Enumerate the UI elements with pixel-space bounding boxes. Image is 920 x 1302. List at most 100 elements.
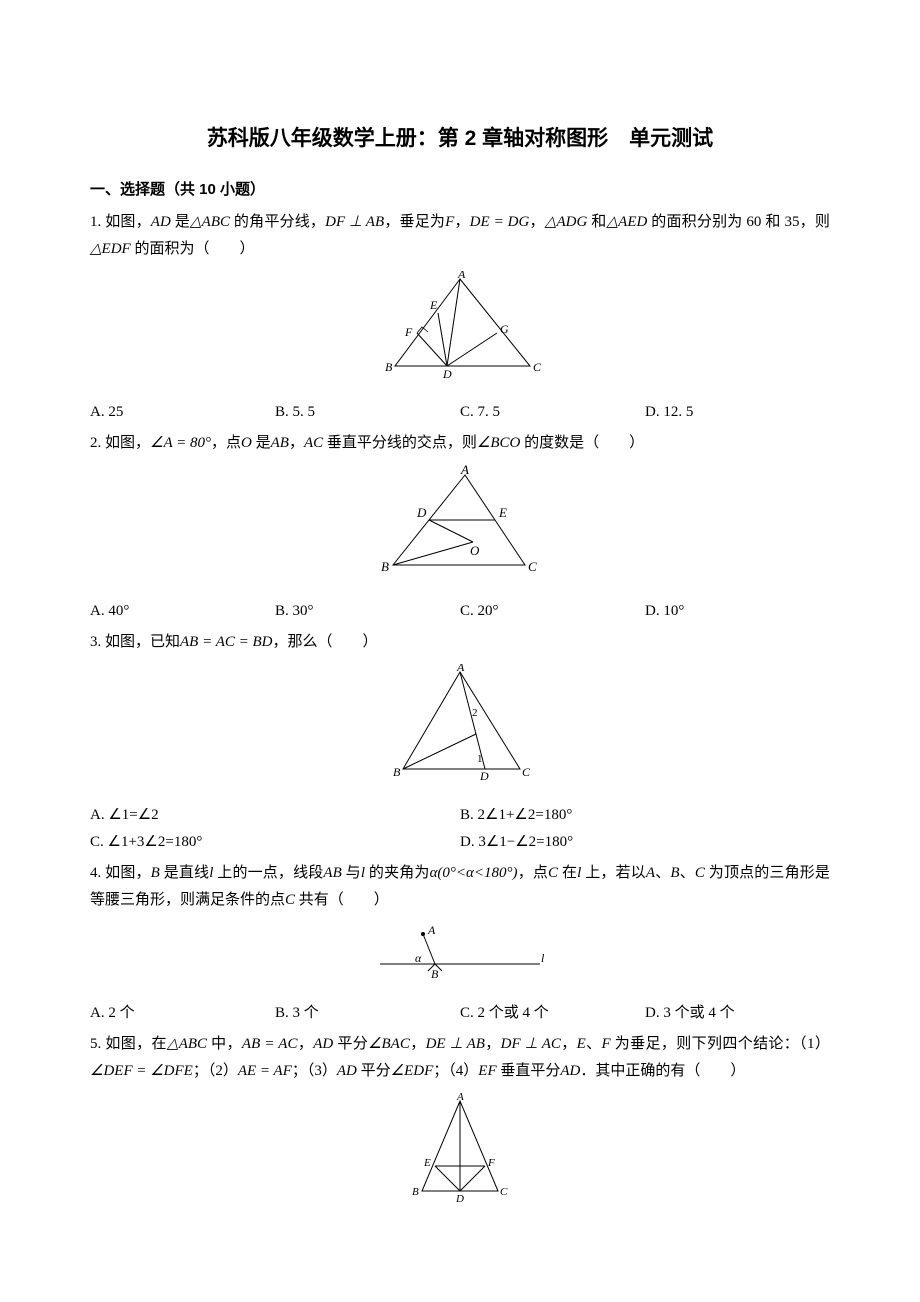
q2-lblE: E xyxy=(498,505,507,520)
q5-p14: 垂直平分 xyxy=(497,1063,561,1079)
q5-p9: 为垂足，则下列四个结论：（1） xyxy=(611,1036,830,1052)
q1-svg: A B C D E F G xyxy=(375,271,545,381)
q1-lblF: F xyxy=(404,325,413,339)
q1-p6: ， xyxy=(529,214,544,230)
question-1-text: 1. 如图，AD 是△ABC 的角平分线，DF ⊥ AB，垂足为F，DE = D… xyxy=(90,209,830,263)
q2-svg: A B C D E O xyxy=(375,465,545,580)
q2-AC: AC xyxy=(304,435,323,451)
q3-lblD: D xyxy=(479,769,489,783)
q2-p1: 2. 如图， xyxy=(90,435,150,451)
q1-p1: 1. 如图， xyxy=(90,214,151,230)
q1-lblE: E xyxy=(429,298,438,312)
q4-p10: 、 xyxy=(680,865,695,881)
q5-DFAC: DF ⊥ AC xyxy=(501,1036,561,1052)
q1-DFAB: DF ⊥ AB xyxy=(325,214,384,230)
question-3: 3. 如图，已知AB = AC = BD，那么（ ） A B C D 1 2 A… xyxy=(90,629,830,856)
question-2-options: A. 40° B. 30° C. 20° D. 10° xyxy=(90,598,830,625)
q4-lblA: A xyxy=(427,923,436,937)
q5-p1: 5. 如图，在 xyxy=(90,1036,167,1052)
q4-p9: 、 xyxy=(655,865,670,881)
q3-svg: A B C D 1 2 xyxy=(385,664,535,784)
q4-optC: C. 2 个或 4 个 xyxy=(460,1000,645,1027)
q4-lblB: B xyxy=(431,967,439,981)
q2-p2: ，点 xyxy=(211,435,241,451)
q4-B2: B xyxy=(670,865,679,881)
q2-lblB: B xyxy=(381,559,389,574)
q5-lblD: D xyxy=(455,1193,464,1203)
q2-optD: D. 10° xyxy=(645,598,830,625)
q1-p7: 和 xyxy=(587,214,606,230)
q1-lblD: D xyxy=(442,367,452,381)
q1-lblC: C xyxy=(533,360,542,374)
q4-optB: B. 3 个 xyxy=(275,1000,460,1027)
q5-AD2: AD xyxy=(337,1063,357,1079)
q4-alpha: α(0°<α<180°) xyxy=(430,865,518,881)
q2-p6: 的度数是（ ） xyxy=(520,435,644,451)
q4-optA: A. 2 个 xyxy=(90,1000,275,1027)
q4-p1: 4. 如图， xyxy=(90,865,151,881)
question-1: 1. 如图，AD 是△ABC 的角平分线，DF ⊥ AB，垂足为F，DE = D… xyxy=(90,209,830,426)
page-title: 苏科版八年级数学上册：第 2 章轴对称图形 单元测试 xyxy=(90,120,830,158)
q4-p7: 在 xyxy=(558,865,577,881)
q1-p9: 的面积为（ ） xyxy=(131,241,255,257)
q4-A: A xyxy=(646,865,655,881)
question-1-figure: A B C D E F G xyxy=(90,271,830,391)
q4-AB: AB xyxy=(323,865,341,881)
q5-p13: ；（4） xyxy=(433,1063,478,1079)
q2-lblD: D xyxy=(416,505,427,520)
question-2-figure: A B C D E O xyxy=(90,465,830,590)
q4-p12: 共有（ ） xyxy=(295,892,389,908)
question-4: 4. 如图，B 是直线l 上的一点，线段AB 与l 的夹角为α(0°<α<180… xyxy=(90,860,830,1027)
q5-ABAC: AB = AC xyxy=(242,1036,298,1052)
q3-p1: 3. 如图，已知 xyxy=(90,634,180,650)
q1-EDF: △EDF xyxy=(90,241,131,257)
q5-p8: 、 xyxy=(586,1036,602,1052)
q3-lbl2: 2 xyxy=(472,707,478,719)
q4-C3: C xyxy=(285,892,295,908)
q2-optB: B. 30° xyxy=(275,598,460,625)
q1-p3: 的角平分线， xyxy=(230,214,325,230)
q5-AD3: AD xyxy=(560,1063,580,1079)
q2-p5: 垂直平分线的交点，则 xyxy=(323,435,477,451)
q5-p15: ．其中正确的有（ ） xyxy=(580,1063,745,1079)
q4-C1: C xyxy=(548,865,558,881)
q3-eq: AB = AC = BD xyxy=(180,634,272,650)
question-4-text: 4. 如图，B 是直线l 上的一点，线段AB 与l 的夹角为α(0°<α<180… xyxy=(90,860,830,914)
q5-E: E xyxy=(577,1036,586,1052)
q5-svg: A B C D E F xyxy=(400,1093,520,1203)
q2-O: O xyxy=(241,435,252,451)
q4-lblL: l xyxy=(541,951,545,965)
q4-p5: 的夹角为 xyxy=(365,865,430,881)
q1-p4: ，垂足为 xyxy=(384,214,445,230)
q5-BAC: ∠BAC xyxy=(368,1036,410,1052)
q5-AEAF: AE = AF xyxy=(238,1063,292,1079)
q1-lblB: B xyxy=(385,360,393,374)
q3-lblB: B xyxy=(393,765,401,779)
question-5: 5. 如图，在△ABC 中，AB = AC，AD 平分∠BAC，DE ⊥ AB，… xyxy=(90,1031,830,1213)
q5-DEF: ∠DEF = ∠DFE xyxy=(90,1063,193,1079)
q4-p4: 与 xyxy=(342,865,361,881)
q5-p5: ， xyxy=(410,1036,426,1052)
q1-p5: ， xyxy=(454,214,469,230)
q4-p3: 上的一点，线段 xyxy=(213,865,323,881)
q1-p8: 的面积分别为 60 和 35，则 xyxy=(647,214,830,230)
question-3-figure: A B C D 1 2 xyxy=(90,664,830,794)
q5-lblC: C xyxy=(500,1186,508,1198)
q2-AB: AB xyxy=(271,435,289,451)
question-2: 2. 如图，∠A = 80°，点O 是AB，AC 垂直平分线的交点，则∠BCO … xyxy=(90,430,830,625)
q2-p4: ， xyxy=(289,435,304,451)
q5-p10: ；（2） xyxy=(193,1063,238,1079)
q5-AD: AD xyxy=(313,1036,333,1052)
q3-lbl1: 1 xyxy=(477,753,483,765)
q4-lblAlpha: α xyxy=(415,951,422,965)
q5-lblE: E xyxy=(423,1157,431,1169)
q5-lblA: A xyxy=(456,1093,464,1103)
question-4-options: A. 2 个 B. 3 个 C. 2 个或 4 个 D. 3 个或 4 个 xyxy=(90,1000,830,1027)
q1-lblG: G xyxy=(500,322,509,336)
q5-p7: ， xyxy=(561,1036,577,1052)
q1-AD: AD xyxy=(151,214,171,230)
q1-optB: B. 5. 5 xyxy=(275,399,460,426)
q2-p3: 是 xyxy=(252,435,271,451)
q1-optC: C. 7. 5 xyxy=(460,399,645,426)
q4-p8: 上，若以 xyxy=(581,865,646,881)
